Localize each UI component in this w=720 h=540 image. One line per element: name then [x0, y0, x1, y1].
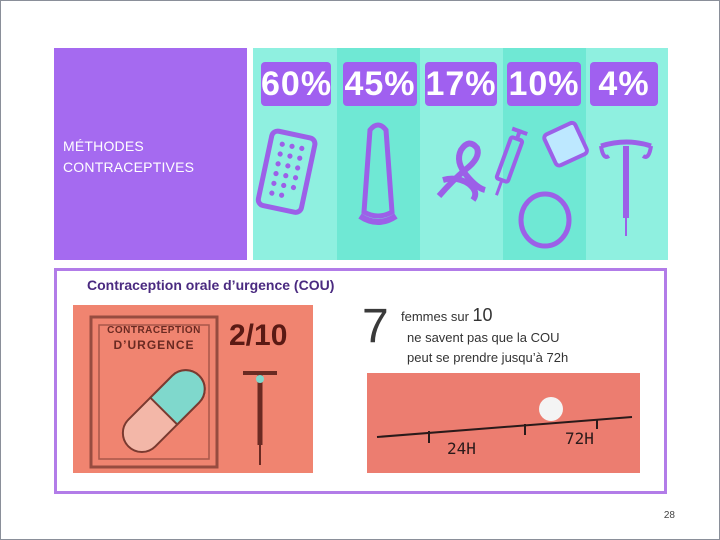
iud-icon — [599, 139, 653, 236]
emergency-contraception-card: CONTRACEPTION D’URGENCE 2/10 — [73, 305, 313, 473]
label-72h: 72H — [565, 429, 594, 448]
card-ratio: 2/10 — [229, 319, 288, 352]
stat-line-2: ne savent pas que la COU — [407, 330, 560, 345]
pct-10: 10% — [507, 62, 581, 106]
emergency-card-art — [89, 315, 277, 469]
pct-45: 45% — [343, 62, 417, 106]
small-iud-icon — [243, 371, 277, 465]
pct-60: 60% — [261, 62, 331, 106]
ball-icon — [539, 397, 563, 421]
stat-line-3: peut se prendre jusqu’à 72h — [407, 350, 569, 365]
stat-line-1: femmes sur 10 — [401, 305, 493, 326]
card-label-line2: D’URGENCE — [113, 338, 195, 352]
page-number: 28 — [663, 510, 675, 521]
condom-icon — [358, 122, 398, 225]
ring-icon — [518, 191, 572, 249]
title-line-1: MÉTHODES — [63, 138, 144, 154]
pct-4: 4% — [590, 62, 658, 106]
timeline-art — [367, 373, 640, 473]
pill-pack-icon — [255, 128, 318, 215]
stat-prefix: femmes sur — [401, 309, 469, 324]
stat-number: 7 — [362, 300, 389, 353]
stat-description: ne savent pas que la COU peut se prendre… — [407, 328, 568, 368]
slide-title: MÉTHODES CONTRACEPTIVES — [63, 136, 194, 178]
stat-ten: 10 — [472, 305, 493, 325]
pct-17: 17% — [425, 62, 497, 106]
methods-banner: 60% 45% 17% 10% 4% — [253, 48, 668, 260]
label-24h: 24H — [447, 439, 476, 458]
syringe-icon — [494, 126, 528, 196]
section-title: Contraception orale d’urgence (COU) — [87, 277, 335, 293]
timeline-photo: 24H 72H — [367, 373, 640, 473]
title-line-2: CONTRACEPTIVES — [63, 159, 195, 175]
pill-icon — [121, 369, 206, 453]
knot-icon — [436, 140, 486, 202]
card-label-line1: CONTRACEPTION — [107, 325, 201, 336]
title-panel: MÉTHODES CONTRACEPTIVES — [54, 48, 247, 260]
patch-icon — [542, 120, 589, 168]
